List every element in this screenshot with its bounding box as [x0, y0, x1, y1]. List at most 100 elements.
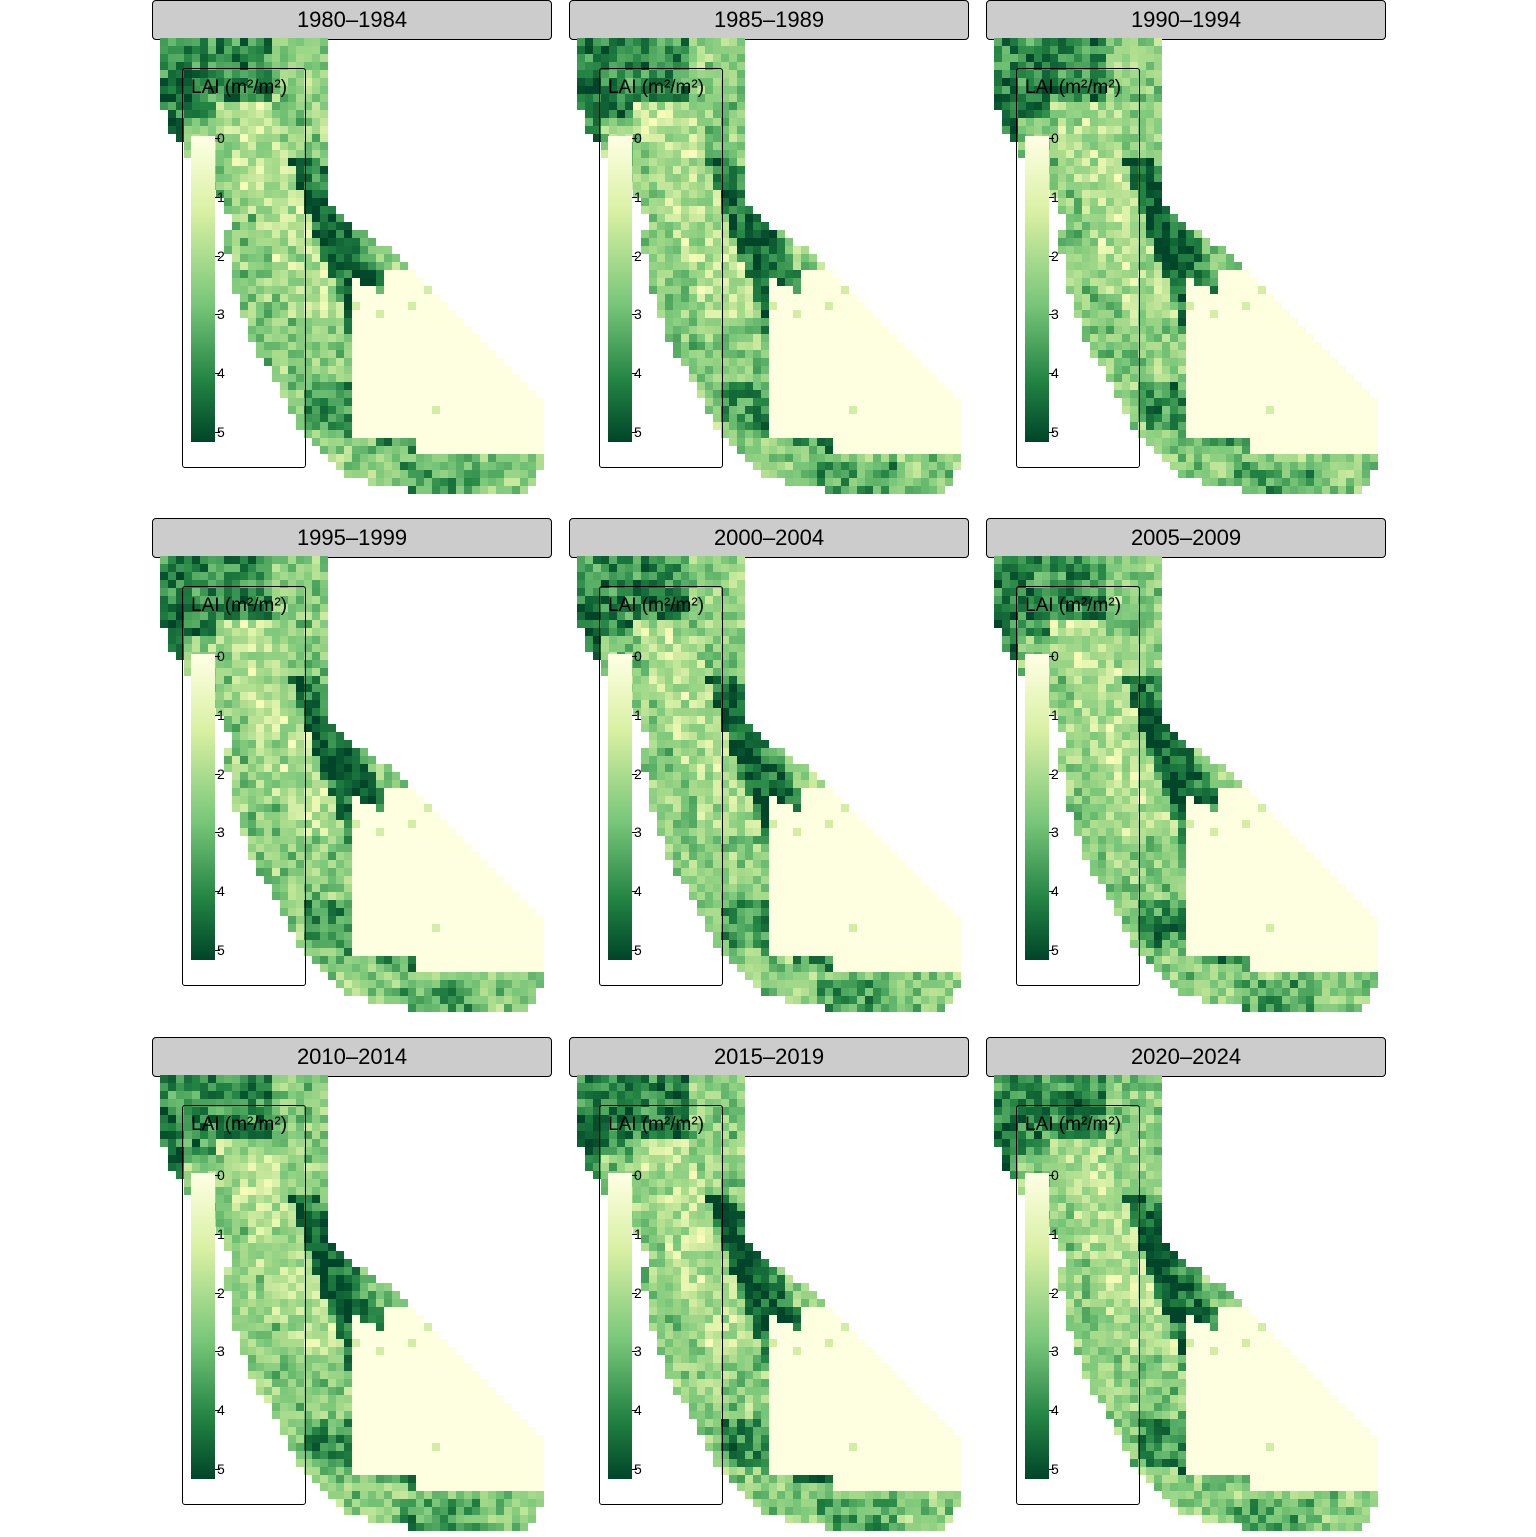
legend-tick-mark	[215, 196, 220, 198]
legend-color-bar	[191, 1173, 215, 1479]
legend-color-bar	[1025, 1173, 1049, 1479]
legend-tick-mark	[632, 1175, 637, 1176]
legend-tick-mark	[632, 1292, 637, 1294]
legend-tick-mark	[1049, 1292, 1054, 1294]
legend-tick-mark	[215, 832, 220, 834]
color-legend: LAI (m²/m²) 0 1 2 3 4 5	[599, 1105, 723, 1505]
legend-tick-label: 3	[1051, 306, 1059, 323]
legend-tick-label: 5	[217, 424, 225, 440]
map-panel: 1995–1999 LAI (m²/m²) 0 1 2 3 4 5	[152, 518, 552, 1018]
legend-tick-label: 0	[634, 648, 642, 664]
legend-tick-label: 3	[634, 306, 642, 323]
legend-tick-mark	[1049, 656, 1054, 657]
legend-tick-label: 3	[217, 824, 225, 841]
legend-tick-mark	[632, 832, 637, 834]
legend-tick-mark	[215, 714, 220, 716]
legend-title: LAI (m²/m²)	[1025, 595, 1122, 616]
map-panel: 2020–2024 LAI (m²/m²) 0 1 2 3 4 5	[986, 1037, 1386, 1537]
legend-tick-label: 2	[1051, 765, 1059, 782]
legend-tick-label: 2	[217, 765, 225, 782]
map-panel: 2010–2014 LAI (m²/m²) 0 1 2 3 4 5	[152, 1037, 552, 1537]
legend-tick-label: 5	[634, 424, 642, 440]
legend-tick-mark	[215, 1233, 220, 1235]
legend-tick-label: 1	[217, 188, 225, 205]
legend-tick-label: 5	[1051, 942, 1059, 958]
legend-tick-mark	[632, 950, 637, 951]
legend-tick-label: 1	[217, 1225, 225, 1242]
legend-title: LAI (m²/m²)	[608, 595, 705, 616]
legend-tick-mark	[1049, 950, 1054, 951]
legend-tick-label: 1	[634, 1225, 642, 1242]
legend-tick-label: 0	[1051, 130, 1059, 146]
legend-tick-mark	[632, 1469, 637, 1470]
legend-tick-mark	[1049, 314, 1054, 316]
legend-tick-label: 0	[1051, 1167, 1059, 1183]
panel-title-strip: 1980–1984	[152, 0, 552, 40]
legend-tick-mark	[1049, 1351, 1054, 1353]
legend-tick-mark	[632, 1351, 637, 1353]
legend-tick-mark	[1049, 1175, 1054, 1176]
legend-tick-mark	[1049, 832, 1054, 834]
legend-tick-mark	[1049, 255, 1054, 257]
legend-tick-label: 4	[217, 883, 225, 900]
legend-tick-label: 3	[1051, 1343, 1059, 1360]
legend-tick-label: 0	[217, 130, 225, 146]
legend-tick-label: 5	[217, 1461, 225, 1477]
panel-title-strip: 2015–2019	[569, 1037, 969, 1077]
legend-tick-label: 4	[634, 1402, 642, 1419]
legend-tick-label: 0	[217, 648, 225, 664]
legend-tick-label: 4	[217, 1402, 225, 1419]
legend-tick-label: 4	[634, 883, 642, 900]
legend-tick-mark	[215, 314, 220, 316]
legend-tick-mark	[632, 1233, 637, 1235]
legend-tick-label: 2	[634, 1284, 642, 1301]
legend-tick-mark	[215, 373, 220, 375]
legend-tick-label: 3	[217, 1343, 225, 1360]
lai-raster-map	[160, 556, 544, 1012]
legend-tick-label: 2	[1051, 1284, 1059, 1301]
map-panel: 2000–2004 LAI (m²/m²) 0 1 2 3 4 5	[569, 518, 969, 1018]
legend-title: LAI (m²/m²)	[1025, 1114, 1122, 1135]
legend-color-bar	[608, 1173, 632, 1479]
legend-tick-label: 5	[634, 942, 642, 958]
legend-tick-mark	[215, 255, 220, 257]
map-panel: 2015–2019 LAI (m²/m²) 0 1 2 3 4 5	[569, 1037, 969, 1537]
legend-tick-mark	[1049, 714, 1054, 716]
legend-tick-mark	[632, 138, 637, 139]
legend-tick-mark	[215, 656, 220, 657]
panel-title-strip: 2005–2009	[986, 518, 1386, 558]
legend-tick-label: 3	[634, 824, 642, 841]
color-legend: LAI (m²/m²) 0 1 2 3 4 5	[182, 586, 306, 986]
color-legend: LAI (m²/m²) 0 1 2 3 4 5	[599, 68, 723, 468]
legend-tick-label: 0	[634, 1167, 642, 1183]
legend-color-bar	[191, 654, 215, 960]
legend-tick-mark	[1049, 138, 1054, 139]
legend-tick-label: 2	[217, 1284, 225, 1301]
legend-tick-mark	[632, 773, 637, 775]
legend-tick-mark	[632, 1410, 637, 1412]
legend-tick-mark	[632, 432, 637, 433]
legend-title: LAI (m²/m²)	[191, 595, 288, 616]
legend-tick-mark	[215, 1351, 220, 1353]
legend-tick-label: 3	[634, 1343, 642, 1360]
legend-tick-label: 1	[217, 706, 225, 723]
legend-tick-mark	[215, 138, 220, 139]
legend-tick-mark	[1049, 196, 1054, 198]
legend-tick-label: 3	[1051, 824, 1059, 841]
legend-color-bar	[608, 136, 632, 442]
legend-tick-mark	[215, 950, 220, 951]
legend-tick-label: 4	[217, 365, 225, 382]
color-legend: LAI (m²/m²) 0 1 2 3 4 5	[182, 1105, 306, 1505]
legend-tick-label: 1	[634, 706, 642, 723]
legend-title: LAI (m²/m²)	[608, 1114, 705, 1135]
legend-tick-label: 0	[1051, 648, 1059, 664]
panel-title-strip: 1995–1999	[152, 518, 552, 558]
panel-title-strip: 1985–1989	[569, 0, 969, 40]
legend-tick-label: 1	[1051, 706, 1059, 723]
legend-tick-mark	[632, 314, 637, 316]
legend-title: LAI (m²/m²)	[191, 1114, 288, 1135]
legend-tick-label: 4	[1051, 883, 1059, 900]
lai-raster-map	[994, 1075, 1378, 1531]
legend-tick-label: 1	[634, 188, 642, 205]
